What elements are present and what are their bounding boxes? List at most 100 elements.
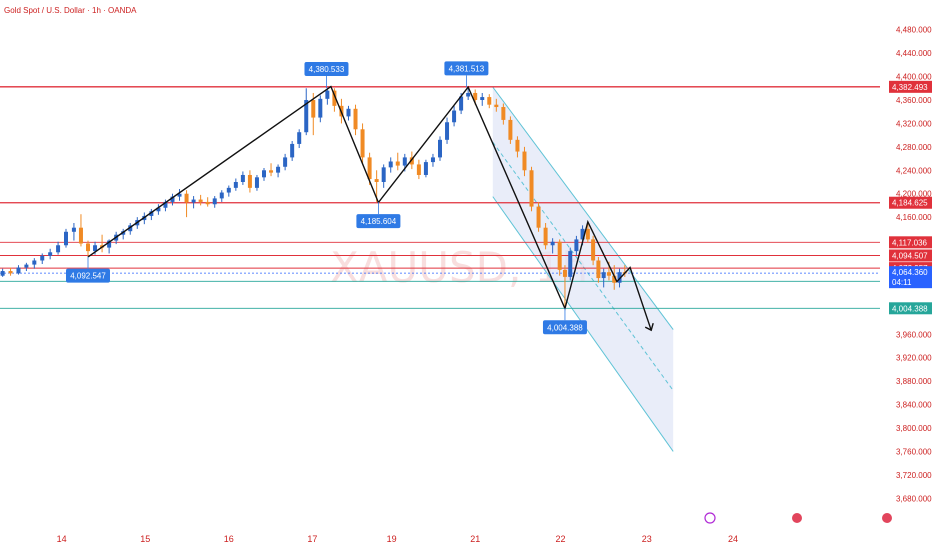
x-tick-label: 14 bbox=[57, 534, 67, 544]
candle-body bbox=[395, 161, 400, 166]
candle-body bbox=[438, 139, 442, 158]
candle-body bbox=[591, 239, 596, 261]
arrow-head bbox=[644, 322, 654, 332]
x-tick-label: 19 bbox=[387, 534, 397, 544]
y-tick-label: 4,160.000 bbox=[896, 213, 932, 222]
price-badge bbox=[889, 196, 932, 209]
y-tick-label: 4,320.000 bbox=[896, 119, 932, 128]
channel-mid-line bbox=[492, 141, 674, 391]
x-tick-label: 15 bbox=[140, 534, 150, 544]
y-tick-label: 4,240.000 bbox=[896, 166, 932, 175]
candle-body bbox=[254, 177, 259, 188]
candle-body bbox=[459, 96, 464, 111]
y-tick-label: 4,400.000 bbox=[896, 73, 932, 82]
pivot-label: 4,380.533 bbox=[309, 65, 345, 74]
pivot-badge bbox=[66, 268, 110, 283]
candle-body bbox=[78, 227, 83, 244]
candle-body bbox=[409, 157, 414, 165]
candle-body bbox=[617, 272, 622, 283]
candle-body bbox=[557, 241, 562, 270]
candle-body bbox=[601, 272, 606, 279]
candle-body bbox=[0, 271, 5, 276]
candle-body bbox=[128, 225, 133, 232]
y-tick-label: 4,200.000 bbox=[896, 190, 932, 199]
flag-icon[interactable] bbox=[792, 513, 802, 523]
candle-body bbox=[219, 192, 224, 199]
candle-body bbox=[283, 157, 288, 167]
candle-body bbox=[32, 260, 37, 265]
y-tick-label: 3,680.000 bbox=[896, 494, 932, 503]
price-badge bbox=[889, 302, 932, 315]
price-badge bbox=[889, 80, 932, 93]
countdown-label: 04:11 bbox=[892, 278, 912, 287]
y-tick-label: 4,360.000 bbox=[896, 96, 932, 105]
candle-body bbox=[568, 251, 573, 277]
channel-fill bbox=[492, 87, 674, 452]
candle-body bbox=[430, 157, 435, 163]
price-badge-label: 4,117.036 bbox=[892, 238, 928, 247]
x-tick-label: 24 bbox=[728, 534, 738, 544]
horizontal-lines-group bbox=[0, 86, 880, 309]
candle-body bbox=[423, 162, 428, 175]
candle-body bbox=[480, 97, 485, 100]
candle-body bbox=[240, 174, 245, 182]
candle-body bbox=[445, 122, 450, 140]
price-badge-label: 4,004.388 bbox=[892, 304, 928, 313]
candle-body bbox=[226, 187, 231, 193]
candle-body bbox=[388, 161, 393, 168]
candle-body bbox=[170, 196, 175, 202]
candle-body bbox=[297, 132, 302, 144]
candle-body bbox=[64, 231, 68, 246]
candle-body bbox=[198, 199, 203, 202]
candle-body bbox=[550, 241, 555, 246]
candle-body bbox=[48, 252, 53, 256]
candles-group bbox=[0, 87, 627, 309]
y-tick-label: 3,880.000 bbox=[896, 377, 932, 386]
candle-body bbox=[402, 157, 407, 166]
candle-body bbox=[374, 179, 379, 182]
current-price-label: 4,064.360 bbox=[892, 268, 928, 277]
pivot-labels-group: 4,092.547 4,380.533 4,185.604 4,381.513 4,00… bbox=[66, 61, 587, 335]
candle-body bbox=[205, 201, 210, 205]
candle-body bbox=[212, 198, 217, 205]
pivot-label: 4,185.604 bbox=[361, 217, 397, 226]
candle-body bbox=[156, 207, 161, 212]
candle-body bbox=[247, 174, 252, 188]
candle-body bbox=[522, 151, 527, 171]
candle-body bbox=[86, 243, 90, 252]
x-tick-label: 17 bbox=[307, 534, 317, 544]
pivot-badge bbox=[542, 320, 587, 335]
candle-body bbox=[304, 100, 309, 133]
candle-body bbox=[40, 255, 45, 261]
x-axis: 14 15 16 17 19 21 22 23 24 bbox=[57, 534, 738, 544]
lightning-icon[interactable] bbox=[704, 512, 716, 524]
candle-body bbox=[346, 108, 351, 117]
candle-body bbox=[367, 157, 372, 180]
x-tick-label: 22 bbox=[556, 534, 566, 544]
candle-body bbox=[381, 167, 386, 182]
candle-body bbox=[24, 264, 29, 268]
candle-body bbox=[606, 272, 611, 276]
x-tick-label: 23 bbox=[642, 534, 652, 544]
candle-body bbox=[585, 228, 590, 240]
y-tick-label: 3,960.000 bbox=[896, 330, 932, 339]
candle-body bbox=[16, 267, 21, 274]
flag-icon-right[interactable] bbox=[882, 513, 892, 523]
y-tick-label: 4,280.000 bbox=[896, 143, 932, 152]
candle-body bbox=[332, 90, 337, 106]
candle-body bbox=[276, 166, 281, 173]
candle-body bbox=[149, 211, 154, 216]
current-price-badge bbox=[889, 266, 932, 289]
candle-body bbox=[93, 245, 98, 252]
candle-body bbox=[269, 170, 274, 173]
x-tick-label: 21 bbox=[470, 534, 480, 544]
candle-body bbox=[233, 182, 238, 188]
candle-body bbox=[543, 227, 548, 246]
candle-body bbox=[353, 108, 358, 130]
candle-body bbox=[56, 245, 61, 253]
y-tick-label: 3,840.000 bbox=[896, 401, 932, 410]
candle-body bbox=[536, 206, 541, 228]
channel-upper-line bbox=[492, 86, 674, 330]
candle-body bbox=[612, 275, 617, 283]
